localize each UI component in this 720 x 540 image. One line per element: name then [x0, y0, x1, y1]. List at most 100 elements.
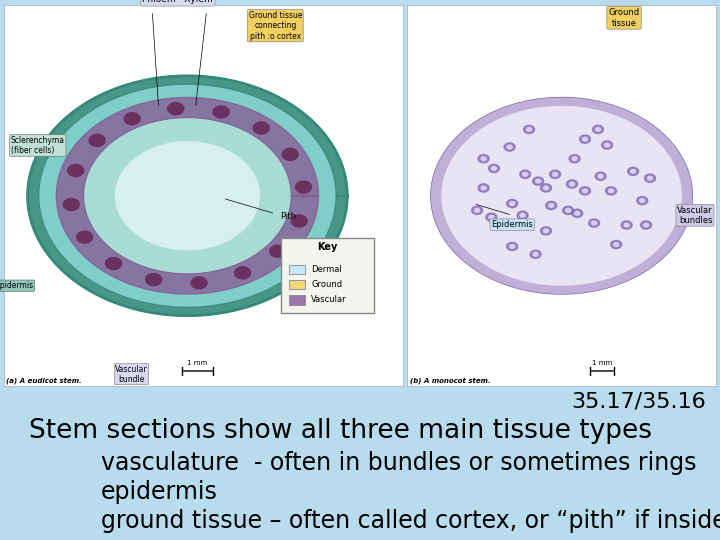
Polygon shape	[575, 212, 580, 215]
Polygon shape	[56, 97, 318, 294]
Polygon shape	[504, 143, 515, 151]
Text: 35.17/35.16: 35.17/35.16	[571, 392, 706, 411]
Text: Vascular: Vascular	[311, 295, 346, 304]
Polygon shape	[580, 187, 590, 195]
Text: Dermal: Dermal	[311, 265, 342, 274]
Polygon shape	[544, 229, 549, 233]
Polygon shape	[546, 201, 557, 210]
Polygon shape	[541, 227, 552, 235]
Polygon shape	[569, 154, 580, 163]
Polygon shape	[510, 202, 515, 205]
Polygon shape	[644, 174, 655, 183]
Polygon shape	[606, 187, 616, 195]
Polygon shape	[621, 221, 632, 229]
Text: 1 mm: 1 mm	[592, 360, 612, 366]
Polygon shape	[282, 148, 298, 160]
Polygon shape	[592, 221, 597, 225]
Polygon shape	[125, 113, 140, 125]
Polygon shape	[562, 206, 574, 214]
Polygon shape	[507, 145, 512, 149]
Polygon shape	[89, 134, 105, 146]
FancyBboxPatch shape	[4, 5, 403, 386]
Polygon shape	[68, 165, 84, 177]
Text: epidermis: epidermis	[101, 480, 217, 503]
Polygon shape	[63, 199, 79, 211]
Polygon shape	[570, 182, 575, 186]
Polygon shape	[580, 135, 590, 143]
Polygon shape	[523, 172, 528, 176]
Text: Epidermis: Epidermis	[491, 220, 533, 229]
Polygon shape	[520, 170, 531, 178]
Polygon shape	[76, 231, 93, 243]
Polygon shape	[631, 170, 636, 173]
Polygon shape	[582, 137, 588, 141]
Text: (a) A eudicot stem.: (a) A eudicot stem.	[6, 378, 82, 384]
Bar	[289, 280, 305, 289]
Text: Ground
tissue: Ground tissue	[608, 8, 639, 28]
Polygon shape	[520, 213, 525, 217]
Polygon shape	[489, 164, 500, 173]
Polygon shape	[526, 127, 531, 131]
Polygon shape	[605, 143, 610, 147]
Polygon shape	[572, 157, 577, 160]
Polygon shape	[595, 127, 600, 131]
Text: Stem sections show all three main tissue types: Stem sections show all three main tissue…	[29, 418, 652, 444]
Polygon shape	[85, 119, 289, 273]
Text: Sclerenchyma
(fiber cells): Sclerenchyma (fiber cells)	[11, 136, 65, 155]
Polygon shape	[481, 157, 486, 160]
Text: Ground: Ground	[311, 280, 342, 289]
Polygon shape	[145, 274, 162, 286]
Polygon shape	[628, 167, 639, 176]
Polygon shape	[235, 267, 251, 279]
Polygon shape	[644, 223, 649, 227]
Polygon shape	[613, 242, 618, 246]
Polygon shape	[115, 142, 259, 249]
Polygon shape	[533, 252, 538, 256]
Polygon shape	[553, 172, 557, 176]
Text: Pith: Pith	[280, 212, 296, 221]
Polygon shape	[492, 167, 497, 170]
Text: Key: Key	[318, 242, 338, 252]
Polygon shape	[517, 211, 528, 219]
FancyBboxPatch shape	[281, 238, 374, 313]
Polygon shape	[431, 98, 692, 293]
Polygon shape	[593, 125, 603, 133]
Polygon shape	[549, 170, 561, 178]
Polygon shape	[602, 141, 613, 149]
Text: Vascular
bundles: Vascular bundles	[678, 206, 713, 225]
Polygon shape	[191, 277, 207, 289]
Bar	[289, 295, 305, 305]
Polygon shape	[295, 181, 312, 193]
Text: ground tissue – often called cortex, or “pith” if inside: ground tissue – often called cortex, or …	[101, 509, 720, 532]
Polygon shape	[478, 184, 489, 192]
Polygon shape	[536, 179, 541, 183]
Text: (b) A monocot stem.: (b) A monocot stem.	[410, 378, 490, 384]
Polygon shape	[523, 125, 534, 133]
Polygon shape	[478, 154, 489, 163]
Polygon shape	[168, 103, 184, 114]
Polygon shape	[507, 199, 518, 208]
Polygon shape	[641, 221, 652, 229]
Polygon shape	[481, 186, 486, 190]
Text: vasculature  - often in bundles or sometimes rings: vasculature - often in bundles or someti…	[101, 451, 696, 475]
Polygon shape	[270, 245, 286, 257]
Polygon shape	[27, 76, 347, 315]
FancyBboxPatch shape	[407, 5, 716, 386]
Polygon shape	[253, 122, 269, 134]
Polygon shape	[624, 223, 629, 227]
Polygon shape	[474, 208, 480, 212]
Polygon shape	[647, 177, 652, 180]
Text: Phloem   Xylem: Phloem Xylem	[143, 0, 213, 4]
Polygon shape	[611, 240, 621, 248]
Polygon shape	[640, 199, 644, 202]
Text: 1 mm: 1 mm	[187, 360, 207, 366]
Polygon shape	[582, 189, 588, 193]
Polygon shape	[589, 219, 600, 227]
Polygon shape	[533, 177, 544, 185]
Polygon shape	[106, 258, 122, 269]
Text: Epidermis: Epidermis	[0, 281, 33, 290]
Polygon shape	[608, 189, 613, 193]
Polygon shape	[486, 213, 497, 221]
Polygon shape	[636, 197, 648, 205]
Polygon shape	[489, 215, 494, 219]
